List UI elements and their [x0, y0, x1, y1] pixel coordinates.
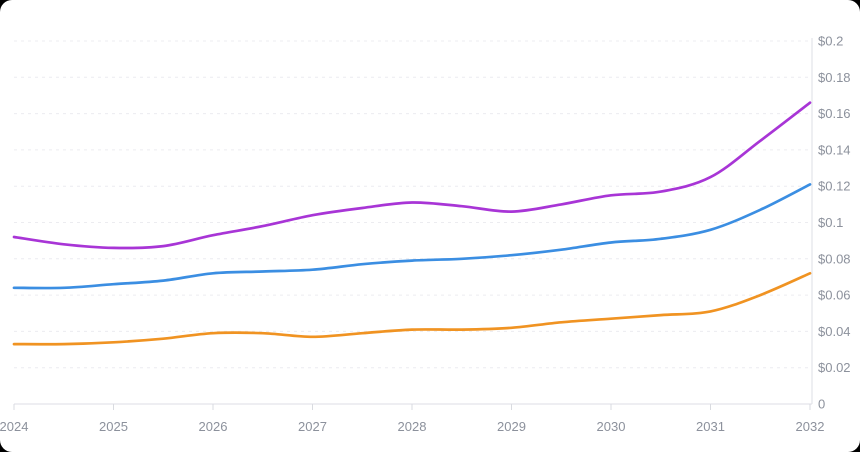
- series-purple-line[interactable]: [12, 101, 812, 250]
- x-axis-label: 2032: [796, 419, 825, 434]
- x-axis-label: 2028: [398, 419, 427, 434]
- y-axis-label: $0.08: [818, 251, 851, 266]
- y-axis-label: $0.2: [818, 34, 843, 49]
- series-blue-line[interactable]: [12, 183, 812, 290]
- x-axis-label: 2026: [199, 419, 228, 434]
- y-axis-label: $0.02: [818, 360, 851, 375]
- x-axis-label: 2031: [696, 419, 725, 434]
- x-axis-label: 2025: [99, 419, 128, 434]
- y-axis-label: $0.12: [818, 179, 851, 194]
- x-axis-label: 2029: [497, 419, 526, 434]
- y-axis-label: 0: [818, 397, 825, 412]
- y-axis-label: $0.14: [818, 142, 851, 157]
- x-axis-label: 2024: [0, 419, 28, 434]
- y-axis-label: $0.04: [818, 324, 851, 339]
- x-axis-label: 2027: [298, 419, 327, 434]
- y-axis-label: $0.1: [818, 215, 843, 230]
- y-axis-label: $0.16: [818, 106, 851, 121]
- y-axis-label: $0.06: [818, 288, 851, 303]
- series-orange-line[interactable]: [12, 271, 812, 346]
- x-axis-label: 2030: [597, 419, 626, 434]
- y-axis-label: $0.18: [818, 70, 851, 85]
